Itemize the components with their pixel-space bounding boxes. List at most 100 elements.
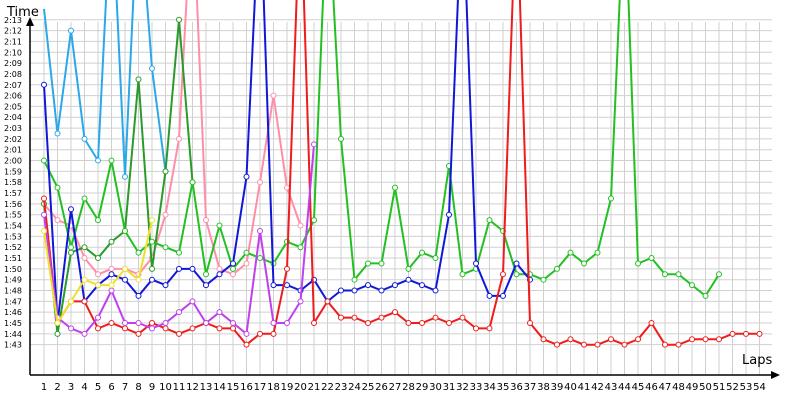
- x-tick-label: 20: [294, 382, 307, 393]
- x-tick-label: 25: [362, 382, 375, 393]
- x-tick-label: 16: [240, 382, 253, 393]
- x-tick-label: 14: [213, 382, 226, 393]
- data-point: [135, 276, 142, 283]
- series-line: [43, 0, 302, 276]
- data-point: [176, 16, 182, 23]
- data-point: [203, 320, 209, 327]
- data-point: [230, 260, 236, 267]
- data-point: [68, 298, 74, 305]
- x-tick-label: 1: [41, 382, 47, 393]
- data-point: [230, 320, 236, 327]
- data-point: [662, 341, 668, 348]
- data-point: [257, 255, 263, 262]
- data-point: [662, 271, 668, 278]
- y-tick-label: 1:45: [4, 319, 22, 328]
- data-point: [540, 336, 547, 343]
- data-point: [432, 255, 439, 262]
- data-point: [81, 330, 88, 337]
- x-tick-label: 27: [389, 382, 402, 393]
- x-tick-label: 34: [483, 382, 496, 393]
- data-point: [243, 341, 250, 348]
- y-tick-label: 2:05: [4, 102, 22, 111]
- data-point: [230, 325, 236, 332]
- data-point: [95, 255, 101, 262]
- data-point: [257, 227, 263, 234]
- data-point: [108, 271, 115, 278]
- data-point: [68, 244, 74, 251]
- x-tick-label: 38: [537, 382, 550, 393]
- x-tick-label: 44: [618, 382, 631, 393]
- data-point: [338, 287, 344, 294]
- data-point: [446, 320, 452, 327]
- x-tick-label: 11: [173, 382, 186, 393]
- data-point: [189, 179, 196, 186]
- data-point: [95, 271, 101, 278]
- axes: [26, 17, 780, 379]
- data-point: [270, 330, 277, 337]
- y-tick-label: 1:43: [4, 341, 22, 350]
- data-point: [378, 260, 385, 267]
- data-point: [540, 276, 547, 283]
- x-tick-label: 9: [149, 382, 155, 393]
- data-point: [81, 276, 88, 283]
- x-axis-arrow: [771, 371, 780, 379]
- x-tick-label: 51: [713, 382, 726, 393]
- x-tick-label: 48: [672, 382, 685, 393]
- data-point: [216, 222, 223, 229]
- x-tick-label: 47: [659, 382, 672, 393]
- y-tick-label: 2:03: [4, 124, 22, 133]
- y-tick-label: 2:09: [4, 59, 22, 68]
- data-point: [608, 195, 614, 202]
- data-point: [243, 173, 250, 180]
- data-point: [284, 282, 290, 289]
- data-point: [135, 292, 142, 299]
- data-point: [257, 179, 263, 186]
- data-point: [149, 325, 155, 332]
- y-tick-label: 1:54: [4, 222, 22, 231]
- data-point: [95, 282, 101, 289]
- data-point: [621, 341, 628, 348]
- data-point: [108, 265, 115, 272]
- data-point: [716, 271, 722, 278]
- data-point: [108, 282, 115, 289]
- x-tick-label: 37: [524, 382, 537, 393]
- y-tick-label: 2:01: [4, 146, 22, 155]
- y-axis-arrow: [26, 17, 34, 26]
- data-point: [81, 244, 88, 251]
- data-point: [365, 260, 371, 267]
- data-point: [95, 325, 101, 332]
- data-point: [648, 255, 655, 262]
- x-tick-label: 18: [267, 382, 280, 393]
- data-point: [446, 211, 452, 218]
- data-point: [473, 325, 479, 332]
- x-tick-label: 45: [632, 382, 645, 393]
- data-point: [351, 287, 358, 294]
- y-tick-label: 2:02: [4, 135, 22, 144]
- y-tick-label: 1:47: [4, 297, 22, 306]
- data-point: [108, 320, 115, 327]
- data-point: [54, 217, 61, 224]
- x-tick-label: 7: [122, 382, 128, 393]
- data-point: [567, 336, 574, 343]
- data-point: [189, 325, 196, 332]
- data-point: [675, 341, 682, 348]
- data-point: [41, 227, 47, 234]
- data-point: [567, 249, 574, 256]
- data-point: [176, 249, 182, 256]
- data-point: [311, 217, 317, 224]
- data-point: [176, 135, 182, 142]
- data-point: [81, 135, 88, 142]
- data-point: [324, 298, 331, 305]
- data-point: [311, 141, 317, 148]
- data-point: [284, 320, 290, 327]
- data-point: [95, 157, 101, 164]
- data-point: [689, 282, 695, 289]
- x-tick-label: 28: [402, 382, 415, 393]
- data-point: [54, 320, 61, 327]
- data-point: [122, 265, 128, 272]
- x-tick-label: 43: [605, 382, 618, 393]
- x-tick-label: 13: [200, 382, 213, 393]
- data-point: [176, 309, 182, 316]
- y-tick-label: 1:48: [4, 287, 22, 296]
- data-point: [203, 282, 209, 289]
